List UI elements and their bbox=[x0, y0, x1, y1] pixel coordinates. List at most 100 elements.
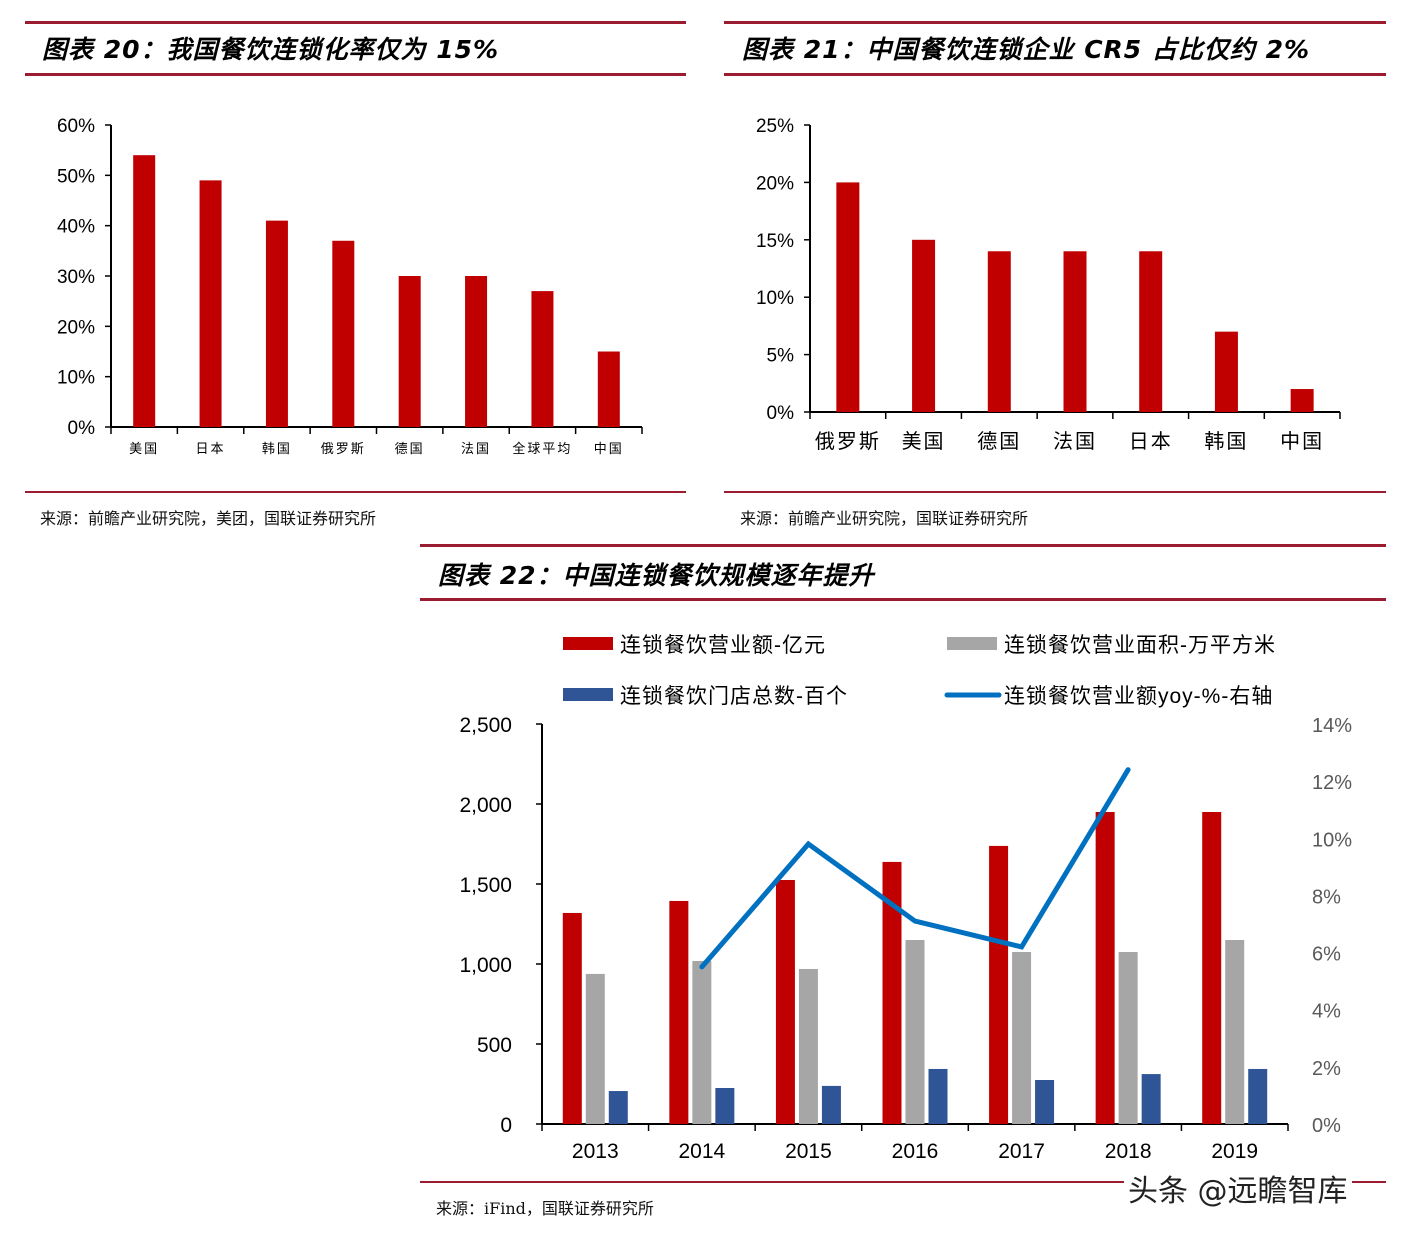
watermark: 头条 @远瞻智库 bbox=[1124, 1166, 1352, 1210]
yoy-line bbox=[699, 767, 1131, 970]
x-category-label: 德国 bbox=[977, 430, 1021, 453]
x-category-label: 韩国 bbox=[262, 441, 292, 456]
bar bbox=[775, 880, 795, 1124]
y-tick-label: 15% bbox=[756, 231, 794, 252]
legend-swatch bbox=[563, 688, 613, 701]
x-category-label: 韩国 bbox=[1204, 430, 1248, 453]
fig21-top-rule bbox=[724, 21, 1386, 24]
y-tick-label: 2,000 bbox=[459, 794, 512, 817]
bar bbox=[531, 291, 554, 427]
bar bbox=[798, 968, 818, 1124]
x-category-label: 美国 bbox=[902, 430, 946, 453]
bar bbox=[1139, 251, 1163, 412]
y-tick-label: 500 bbox=[477, 1034, 512, 1057]
fig22-top-rule bbox=[420, 544, 1386, 547]
fig21-source: 来源：前瞻产业研究院，国联证券研究所 bbox=[740, 509, 1029, 528]
y-tick-label: 10% bbox=[57, 368, 95, 389]
y2-tick-label: 4% bbox=[1312, 1001, 1341, 1023]
y-tick-label: 60% bbox=[57, 116, 95, 137]
y2-tick-label: 10% bbox=[1312, 829, 1352, 851]
bar bbox=[1202, 812, 1222, 1124]
bar bbox=[1118, 952, 1138, 1124]
y-tick-label: 2,500 bbox=[459, 714, 512, 737]
fig20-bottom-rule bbox=[25, 491, 686, 493]
y2-tick-label: 6% bbox=[1312, 944, 1341, 966]
bar bbox=[199, 180, 222, 427]
x-category-label: 中国 bbox=[1280, 430, 1324, 453]
bar bbox=[882, 861, 902, 1124]
legend-label: 连锁餐饮门店总数-百个 bbox=[620, 685, 848, 708]
x-category-label: 2016 bbox=[892, 1140, 939, 1163]
y-tick-label: 25% bbox=[756, 116, 794, 137]
y-tick-label: 50% bbox=[57, 166, 95, 187]
fig20-title: 图表 20：我国餐饮连锁化率仅为 15% bbox=[42, 35, 500, 64]
y-tick-label: 0% bbox=[68, 418, 96, 439]
bar bbox=[1248, 1068, 1268, 1124]
y-tick-label: 1,500 bbox=[459, 874, 512, 897]
bar bbox=[265, 220, 288, 427]
fig20-chart: 0% 10% 20% 30% 40% 50% 60% 美国 日本 韩国 俄罗斯 德国 法国 全球平均 中国 bbox=[57, 116, 643, 456]
y2-tick-label: 8% bbox=[1312, 886, 1341, 908]
y2-tick-label: 2% bbox=[1312, 1058, 1341, 1080]
x-category-label: 2015 bbox=[785, 1140, 832, 1163]
legend-label: 连锁餐饮营业额-亿元 bbox=[620, 634, 826, 657]
bar bbox=[1290, 389, 1314, 412]
bar bbox=[465, 276, 488, 427]
fig22-bottom-rule bbox=[420, 1181, 1386, 1183]
bar bbox=[608, 1091, 628, 1124]
y-tick-label: 1,000 bbox=[459, 954, 512, 977]
bar bbox=[133, 155, 156, 427]
x-category-label: 俄罗斯 bbox=[815, 430, 881, 453]
legend-label: 连锁餐饮营业面积-万平方米 bbox=[1004, 634, 1276, 657]
x-category-label: 2019 bbox=[1211, 1140, 1258, 1163]
bar bbox=[821, 1085, 841, 1124]
y-tick-label: 0% bbox=[767, 403, 795, 424]
legend-swatch bbox=[563, 637, 613, 650]
bar bbox=[1012, 952, 1032, 1124]
legend-item: 连锁餐饮门店总数-百个 bbox=[563, 685, 848, 708]
y-tick-label: 10% bbox=[756, 288, 794, 309]
y2-tick-label: 0% bbox=[1312, 1115, 1341, 1137]
y-tick-label: 0 bbox=[500, 1114, 512, 1137]
legend-item: 连锁餐饮营业面积-万平方米 bbox=[947, 634, 1276, 657]
x-category-label: 全球平均 bbox=[512, 441, 572, 456]
bar bbox=[987, 251, 1011, 412]
y-tick-label: 5% bbox=[767, 346, 795, 367]
y2-tick-label: 12% bbox=[1312, 772, 1352, 794]
bar bbox=[928, 1068, 948, 1124]
x-category-label: 俄罗斯 bbox=[321, 441, 366, 456]
bar bbox=[905, 940, 925, 1124]
legend-label: 连锁餐饮营业额yoy-%-右轴 bbox=[1004, 685, 1273, 708]
x-category-label: 2017 bbox=[998, 1140, 1045, 1163]
x-category-label: 法国 bbox=[1053, 430, 1097, 453]
bar bbox=[332, 240, 355, 427]
bar bbox=[1035, 1080, 1055, 1124]
bar bbox=[1095, 812, 1115, 1124]
fig22-title: 图表 22：中国连锁餐饮规模逐年提升 bbox=[438, 561, 875, 590]
y2-tick-label: 14% bbox=[1312, 715, 1352, 737]
bar bbox=[1063, 251, 1087, 412]
x-category-label: 日本 bbox=[1129, 430, 1173, 453]
fig22-source: 来源：iFind，国联证券研究所 bbox=[436, 1199, 654, 1218]
legend-item: 连锁餐饮营业额yoy-%-右轴 bbox=[944, 685, 1273, 708]
fig21-chart: 0% 5% 10% 15% 20% 25% 俄罗斯 美国 德国 法国 日本 韩国 中国 bbox=[756, 116, 1341, 453]
x-category-label: 2014 bbox=[678, 1140, 725, 1163]
bar bbox=[669, 900, 689, 1124]
fig20-title-rule bbox=[25, 73, 686, 76]
fig21-bottom-rule bbox=[724, 491, 1386, 493]
bar bbox=[585, 973, 605, 1124]
bar bbox=[597, 351, 620, 427]
y-tick-label: 40% bbox=[57, 217, 95, 238]
x-category-label: 2013 bbox=[572, 1140, 619, 1163]
fig20-source: 来源：前瞻产业研究院，美团，国联证券研究所 bbox=[40, 509, 377, 528]
legend-item: 连锁餐饮营业额-亿元 bbox=[563, 634, 826, 657]
bar bbox=[692, 960, 712, 1124]
bar bbox=[912, 239, 936, 412]
legend-swatch bbox=[947, 637, 997, 650]
bar bbox=[989, 845, 1009, 1124]
fig20-top-rule bbox=[25, 21, 686, 24]
bar bbox=[715, 1088, 735, 1124]
y-tick-label: 30% bbox=[57, 267, 95, 288]
bar bbox=[1225, 940, 1245, 1124]
